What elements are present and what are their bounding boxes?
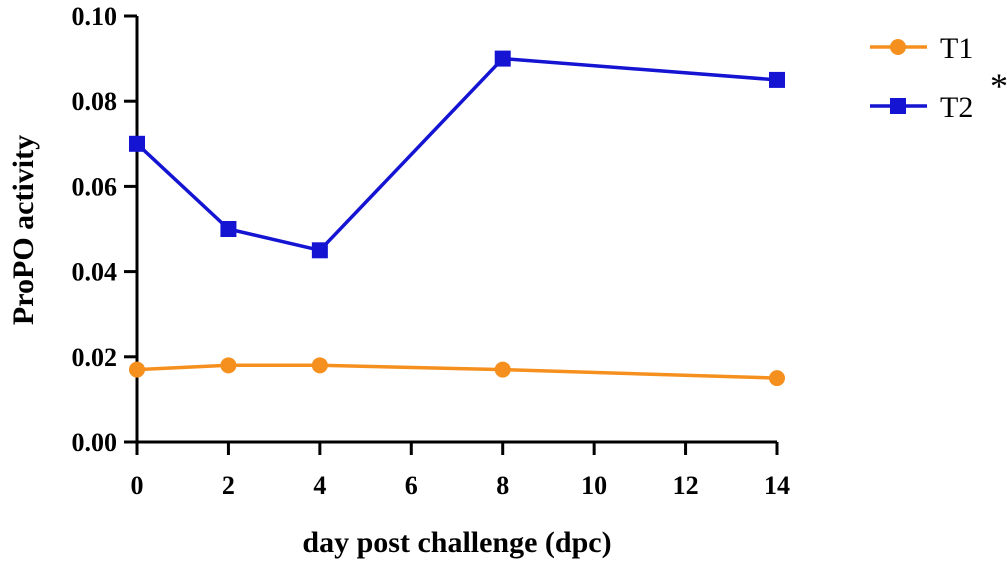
y-tick-label: 0.04 [72,258,118,287]
legend-entry-t1: T1 [870,32,973,65]
x-tick-label: 0 [131,471,144,500]
y-tick-label: 0.10 [72,2,118,31]
data-point-t2 [220,221,237,237]
y-tick-label: 0.02 [72,343,118,372]
data-point-t1 [494,361,511,378]
legend-marker-t2 [890,98,906,114]
y-tick-label: 0.00 [72,428,118,457]
x-tick-label: 10 [581,471,607,500]
data-point-t2 [129,135,145,152]
significance-asterisk: * [990,66,1007,106]
x-tick-label: 2 [222,471,235,500]
x-tick-label: 6 [405,471,418,500]
data-point-t1 [220,357,237,374]
legend: T1 T2 [870,32,973,124]
x-tick-label: 12 [673,471,699,500]
y-tick-label: 0.08 [72,87,118,116]
series-layer [129,50,785,387]
data-point-t2 [494,50,511,67]
axes: 0.00 0.02 0.04 0.06 0.08 0.10 0 2 4 6 8 10 12 14 [72,2,791,500]
y-tick-label: 0.06 [72,172,118,201]
legend-label-t1: T1 [940,32,973,65]
data-point-t2 [311,242,328,259]
legend-label-t2: T2 [940,91,973,124]
data-point-t2 [769,71,785,88]
x-tick-label: 14 [764,471,790,500]
data-point-t1 [129,361,145,378]
x-axis-title: day post challenge (dpc) [302,526,611,559]
legend-entry-t2: T2 [870,91,973,124]
data-point-t1 [311,357,328,374]
legend-marker-t1 [890,39,906,55]
y-axis-title: ProPO activity [7,135,40,325]
x-tick-label: 8 [496,471,509,500]
x-tick-label: 4 [313,471,326,500]
series-t2 [129,50,785,259]
series-t1 [129,357,785,387]
data-point-t1 [769,370,785,387]
